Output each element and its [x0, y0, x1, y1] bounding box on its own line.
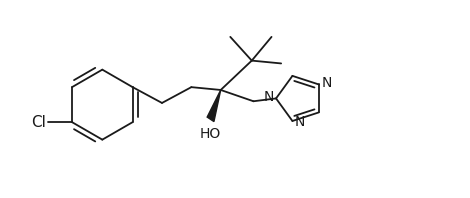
Text: Cl: Cl — [31, 115, 46, 130]
Text: N: N — [321, 76, 331, 90]
Text: HO: HO — [200, 127, 221, 141]
Polygon shape — [207, 90, 221, 122]
Text: N: N — [264, 90, 274, 104]
Text: N: N — [295, 115, 305, 129]
